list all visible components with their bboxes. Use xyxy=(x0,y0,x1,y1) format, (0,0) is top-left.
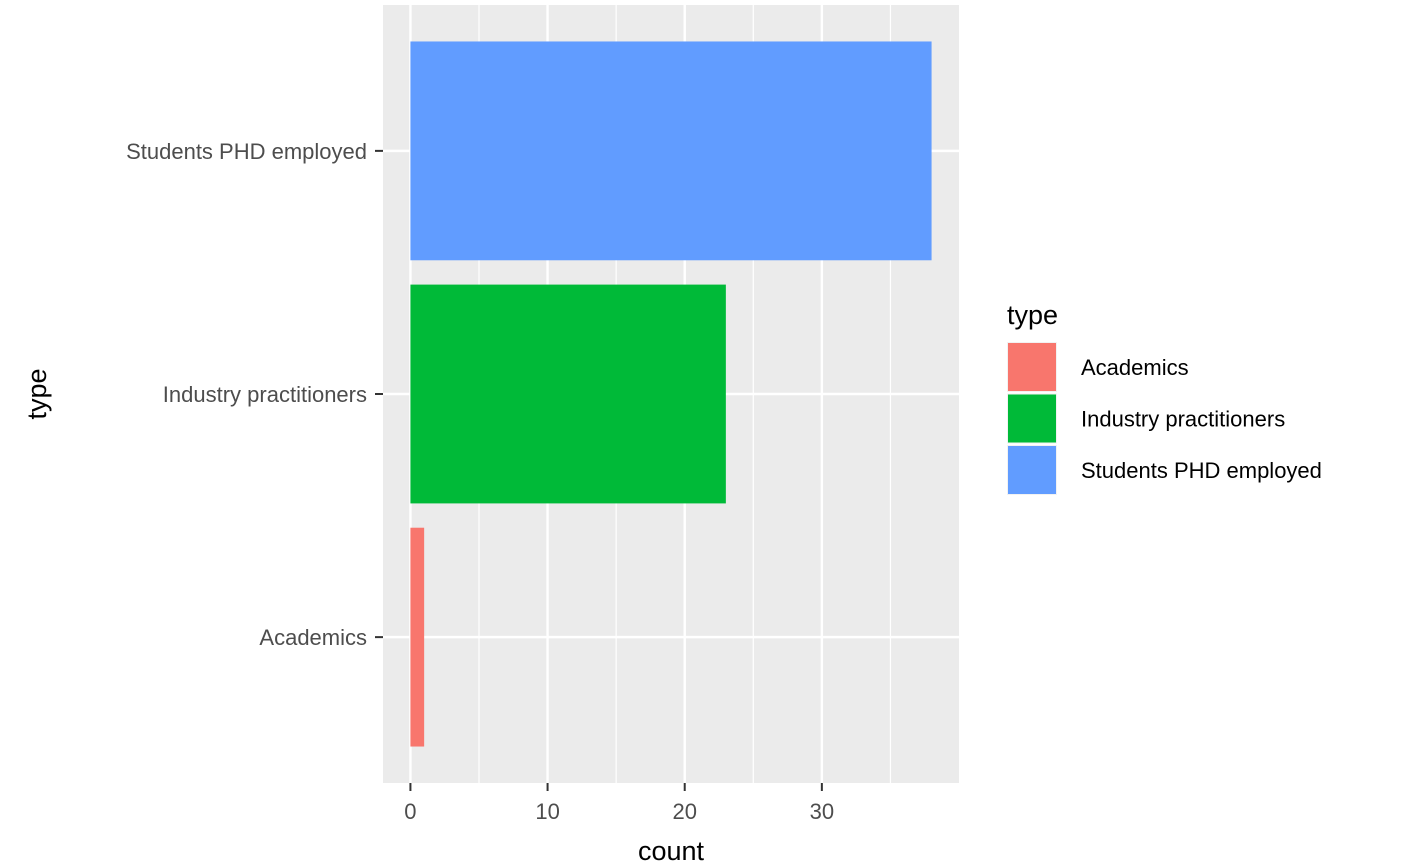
bars xyxy=(410,41,932,747)
legend-key-swatch xyxy=(1008,343,1056,391)
legend-entry-label: Students PHD employed xyxy=(1081,458,1322,483)
bar-academics xyxy=(410,527,425,747)
legend-title: type xyxy=(1007,300,1058,330)
x-axis: 0 10 20 30 xyxy=(404,783,834,824)
y-tick-label: Industry practitioners xyxy=(163,382,367,407)
y-axis-title: type xyxy=(22,368,52,419)
x-tick-label: 10 xyxy=(535,799,559,824)
legend-entry-label: Industry practitioners xyxy=(1081,407,1285,432)
x-tick-label: 0 xyxy=(404,799,416,824)
x-axis-title: count xyxy=(638,836,705,864)
bar-students-phd-employed xyxy=(410,41,932,261)
legend-entry-label: Academics xyxy=(1081,355,1189,380)
legend-key-swatch xyxy=(1008,394,1056,443)
y-axis: Academics Industry practitioners Students … xyxy=(126,139,383,650)
bar-industry-practitioners xyxy=(410,284,726,504)
x-tick-label: 30 xyxy=(810,799,834,824)
y-tick-label: Academics xyxy=(259,625,367,650)
y-tick-label: Students PHD employed xyxy=(126,139,367,164)
x-tick-label: 20 xyxy=(672,799,696,824)
legend: type Academics Industry practitioners Stud… xyxy=(1007,300,1322,495)
legend-key-swatch xyxy=(1008,446,1056,494)
legend-items: Academics Industry practitioners Students … xyxy=(1007,342,1322,495)
